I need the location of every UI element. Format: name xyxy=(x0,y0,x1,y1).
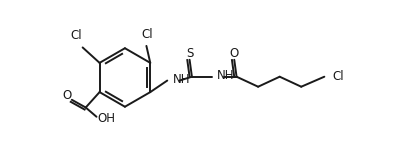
Text: Cl: Cl xyxy=(70,29,81,42)
Text: Cl: Cl xyxy=(332,70,343,83)
Text: S: S xyxy=(185,47,193,60)
Text: O: O xyxy=(62,89,72,102)
Text: NH: NH xyxy=(217,69,234,82)
Text: O: O xyxy=(229,47,238,60)
Text: Cl: Cl xyxy=(141,27,153,40)
Text: OH: OH xyxy=(97,112,115,125)
Text: NH: NH xyxy=(172,73,190,86)
